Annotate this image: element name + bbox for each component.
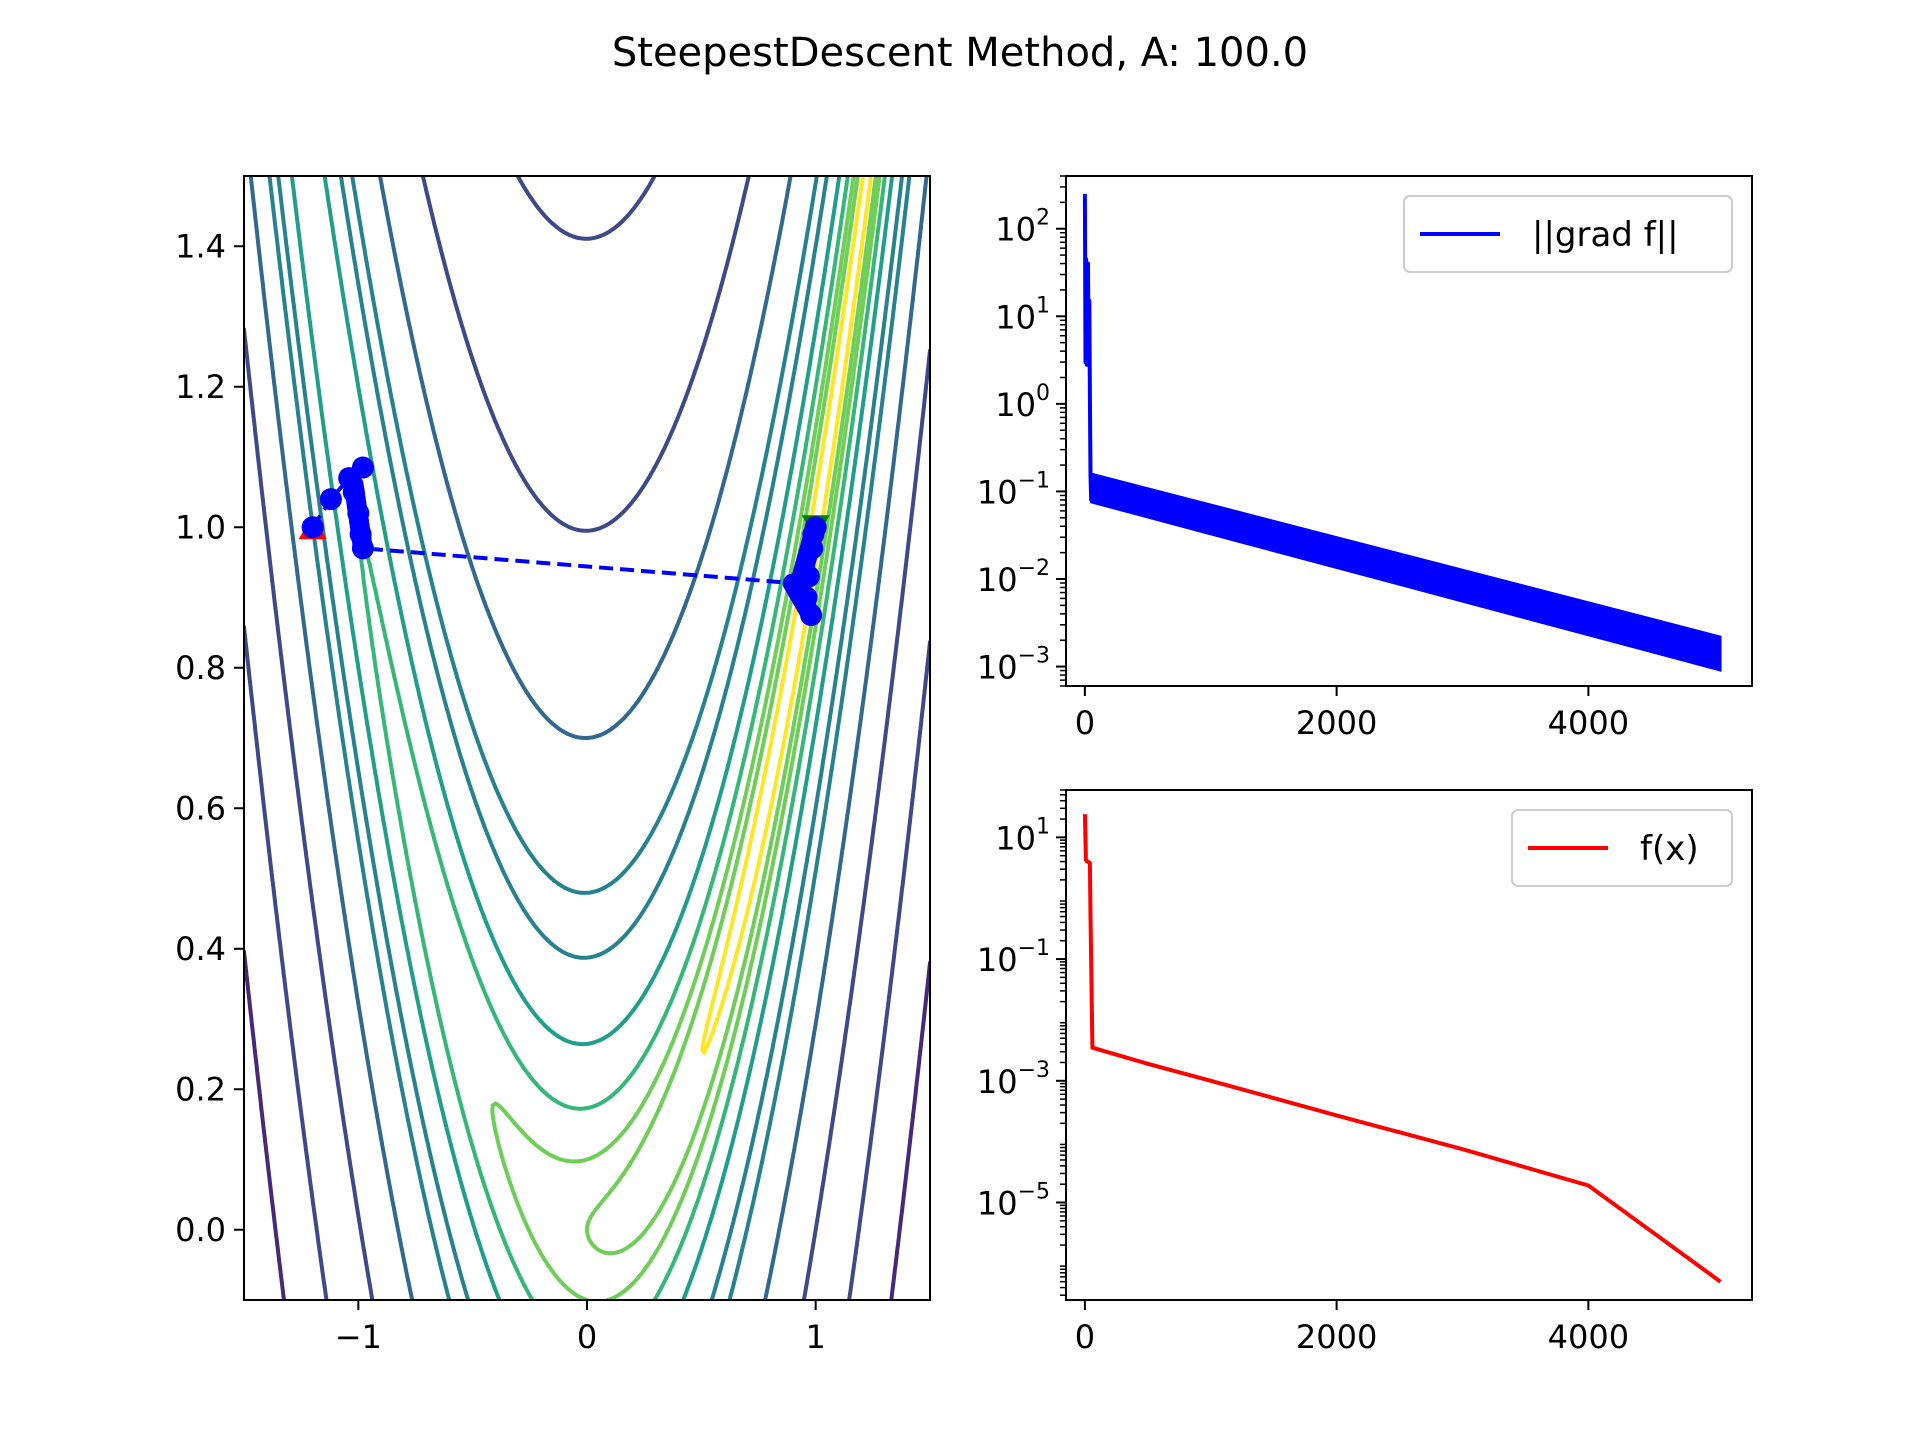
y-tick-exponent: 1	[1036, 293, 1050, 318]
y-tick-label: 10−1	[977, 936, 1050, 979]
ax-grad-frame	[1065, 175, 1753, 687]
y-tick-label: 101	[995, 293, 1050, 336]
series-line-0	[1082, 193, 1721, 654]
y-tick-exponent: 0	[1036, 381, 1050, 406]
contour-level-10	[244, 949, 930, 1300]
iterate-point-10	[800, 604, 823, 627]
y-tick-exponent: −3	[1018, 644, 1050, 669]
y-tick-exponent: −2	[1018, 556, 1050, 581]
legend-label: ||grad f||	[1532, 215, 1679, 255]
contour-x-tick-label: 0	[577, 1318, 597, 1356]
contour-y-tick-label: 0.4	[175, 930, 226, 968]
x-tick-label: 4000	[1548, 704, 1629, 742]
contour-level-9	[244, 176, 930, 1300]
y-tick-label: 10−5	[977, 1180, 1050, 1223]
contour-y-tick-label: 1.4	[175, 227, 226, 265]
y-tick-exponent: 1	[1036, 814, 1050, 839]
contour-y-tick-label: 0.8	[175, 649, 226, 687]
ax-f-plot	[1082, 814, 1722, 1284]
x-tick-label: 0	[1075, 704, 1095, 742]
y-tick-exponent: −1	[1018, 468, 1050, 493]
y-tick-label: 101	[995, 814, 1050, 857]
y-tick-label: 10−1	[977, 468, 1050, 511]
contour-lines	[244, 176, 930, 1300]
y-tick-label: 100	[995, 381, 1050, 424]
y-tick-label: 102	[995, 206, 1050, 249]
contour-y-tick-label: 0.6	[175, 789, 226, 827]
legend-box	[1403, 195, 1733, 273]
contour-y-tick-label: 1.2	[175, 368, 226, 406]
ax-f-frame	[1065, 789, 1753, 1301]
iterate-point-11	[797, 565, 820, 588]
y-tick-label: 10−2	[977, 556, 1050, 599]
iterate-point-7	[351, 537, 374, 560]
contour-level-6	[267, 176, 912, 1300]
contour-level-2	[490, 176, 882, 1300]
contour-axes: −1 0 1 0.0 0.2 0.4 0.6 0.8 1.0 1.2 1.4	[175, 175, 931, 1356]
contour-y-tick-label: 1.0	[175, 508, 226, 546]
iterate-point-5	[347, 502, 370, 525]
series-line-0	[1082, 814, 1722, 1284]
contour-level-8	[244, 176, 930, 1300]
y-tick-exponent: −3	[1018, 1058, 1050, 1083]
y-tick-label: 10−3	[977, 644, 1050, 687]
contour-y-tick-label: 0.0	[175, 1211, 226, 1249]
contour-level-4	[289, 176, 895, 1300]
x-tick-label: 0	[1075, 1318, 1095, 1356]
y-tick-exponent: 2	[1036, 206, 1050, 231]
y-tick-exponent: −1	[1018, 936, 1050, 961]
contour-x-tick-label: 1	[805, 1318, 825, 1356]
legend-label: f(x)	[1640, 829, 1699, 869]
x-tick-label: 4000	[1548, 1318, 1629, 1356]
contour-level-3	[356, 176, 887, 1300]
contour-y-tick-label: 0.2	[175, 1070, 226, 1108]
iterate-point-1	[319, 488, 342, 511]
iterate-point-3	[351, 456, 374, 479]
contour-level-7	[248, 176, 929, 1300]
contour-level-1	[585, 176, 878, 1256]
iterate-point-4	[342, 481, 365, 504]
contour-x-tick-label: −1	[335, 1318, 382, 1356]
ax-grad-plot	[1082, 193, 1722, 672]
descent-path-group	[298, 456, 830, 627]
x-tick-label: 2000	[1296, 704, 1377, 742]
x-tick-label: 2000	[1296, 1318, 1377, 1356]
objective-axes: 0 2000 4000 10−5 10−3 10−1 101 f(x)	[977, 789, 1753, 1356]
iterate-point-9	[795, 586, 818, 609]
iterate-point-14	[804, 516, 827, 539]
figure-title: SteepestDescent Method, A: 100.0	[612, 30, 1308, 76]
y-tick-exponent: −5	[1018, 1180, 1050, 1205]
iterate-point-0	[301, 516, 324, 539]
y-tick-label: 10−3	[977, 1058, 1050, 1101]
contour-level-5	[276, 176, 904, 1300]
legend-box	[1511, 809, 1733, 887]
